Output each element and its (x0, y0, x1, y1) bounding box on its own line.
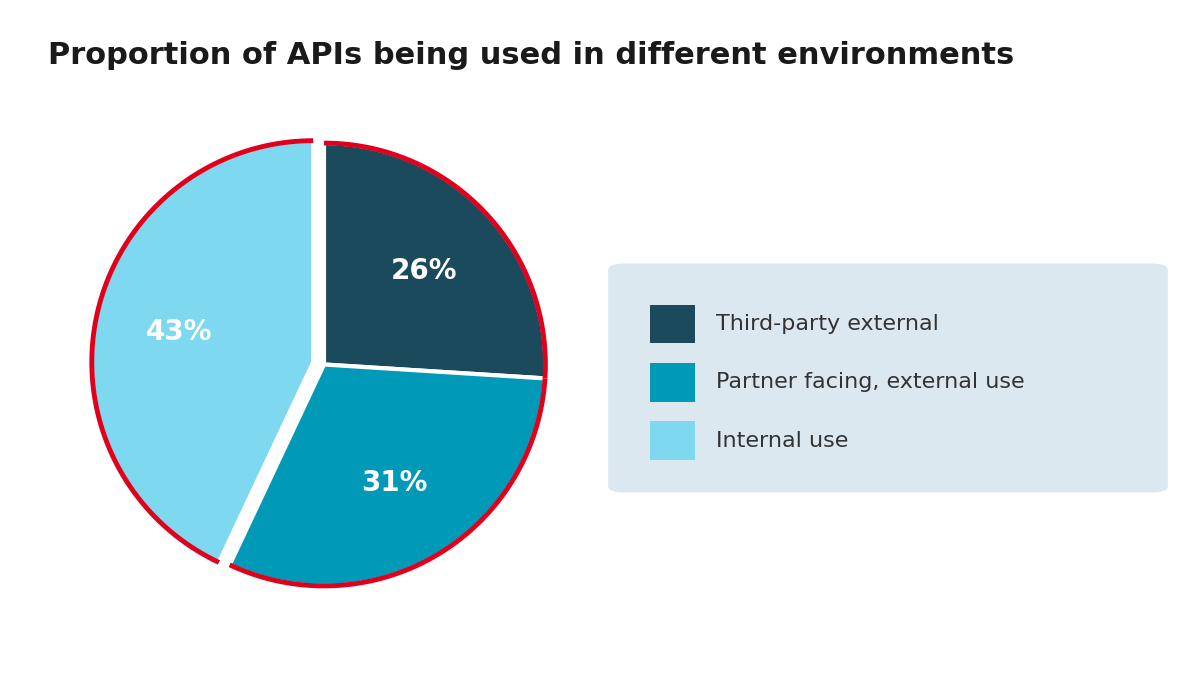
Text: 43%: 43% (146, 318, 212, 346)
FancyBboxPatch shape (650, 421, 695, 460)
Wedge shape (229, 364, 545, 586)
Text: Proportion of APIs being used in different environments: Proportion of APIs being used in differe… (48, 40, 1014, 70)
Text: Internal use: Internal use (716, 431, 848, 451)
Text: 31%: 31% (361, 468, 427, 497)
Wedge shape (324, 143, 545, 379)
FancyBboxPatch shape (650, 363, 695, 402)
Text: 26%: 26% (391, 256, 457, 285)
Wedge shape (91, 140, 313, 562)
Text: Third-party external: Third-party external (716, 314, 940, 334)
Text: Partner facing, external use: Partner facing, external use (716, 373, 1025, 392)
FancyBboxPatch shape (650, 304, 695, 344)
FancyBboxPatch shape (608, 263, 1168, 493)
